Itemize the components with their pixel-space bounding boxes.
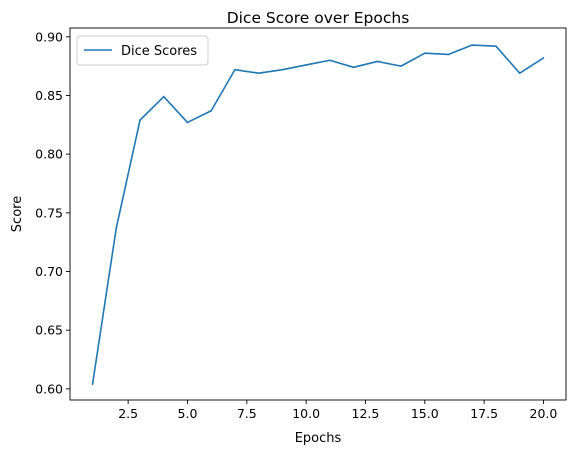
y-tick-label: 0.80 bbox=[35, 147, 63, 162]
data-point bbox=[162, 95, 165, 98]
chart-title: Dice Score over Epochs bbox=[227, 9, 410, 27]
data-point bbox=[400, 65, 402, 67]
legend: Dice Scores bbox=[76, 35, 209, 66]
data-point bbox=[91, 383, 94, 385]
x-tick-label: 10.0 bbox=[292, 406, 320, 421]
y-tick-label: 0.75 bbox=[35, 205, 63, 220]
x-tick-label: 20.0 bbox=[530, 406, 558, 421]
data-point bbox=[139, 119, 141, 121]
data-point bbox=[329, 59, 331, 62]
data-point bbox=[542, 57, 545, 59]
x-tick-label: 7.5 bbox=[237, 406, 257, 421]
x-tick-label: 5.0 bbox=[178, 406, 198, 421]
y-tick-label: 0.65 bbox=[35, 323, 63, 338]
data-point bbox=[186, 121, 189, 124]
data-point bbox=[423, 52, 426, 55]
data-point bbox=[376, 60, 379, 63]
data-point bbox=[352, 66, 355, 69]
plot-area-frame bbox=[69, 27, 567, 401]
data-point bbox=[115, 227, 118, 229]
data-point bbox=[234, 68, 236, 71]
y-tick-label: 0.90 bbox=[35, 29, 63, 44]
x-tick-label: 15.0 bbox=[411, 406, 439, 421]
series-line-dice-scores bbox=[91, 44, 544, 385]
legend-series-label: Dice Scores bbox=[121, 44, 197, 59]
y-tick-label: 0.85 bbox=[35, 88, 63, 103]
data-point bbox=[447, 53, 450, 56]
legend-box bbox=[76, 35, 209, 66]
x-tick-label: 17.5 bbox=[470, 406, 498, 421]
x-axis-title: Epochs bbox=[295, 431, 342, 446]
data-point bbox=[471, 44, 474, 46]
data-point bbox=[495, 45, 497, 47]
y-tick-label: 0.60 bbox=[35, 381, 63, 396]
y-axis-title: Score bbox=[10, 196, 25, 232]
data-point bbox=[518, 72, 521, 74]
data-point bbox=[281, 68, 284, 71]
data-point bbox=[257, 72, 260, 74]
x-tick-label: 12.5 bbox=[352, 406, 380, 421]
x-tick-label: 2.5 bbox=[118, 406, 138, 421]
data-point bbox=[305, 64, 307, 66]
y-tick-label: 0.70 bbox=[35, 264, 63, 279]
data-point bbox=[210, 109, 213, 112]
